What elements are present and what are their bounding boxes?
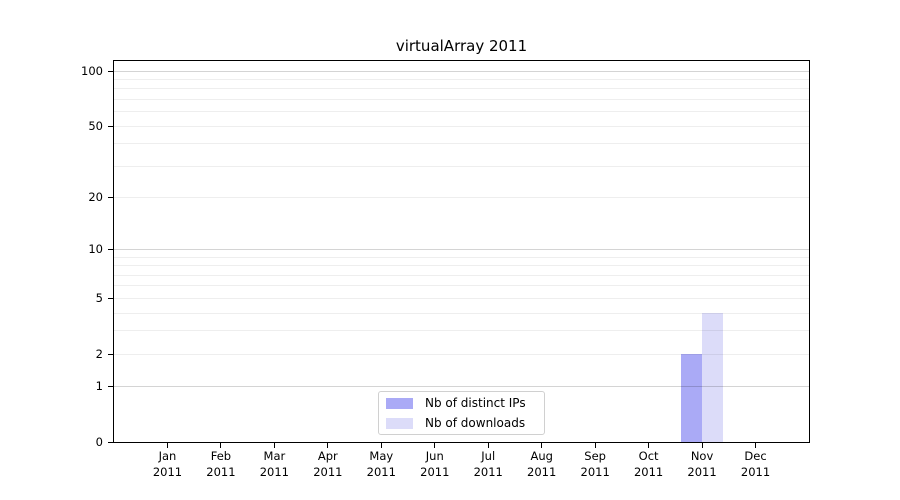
gridline-major xyxy=(114,249,809,251)
x-axis-tick xyxy=(380,443,382,448)
x-axis-month-label: Dec 2011 xyxy=(726,449,786,480)
x-label-month: Jun xyxy=(425,449,444,463)
x-label-month: Mar xyxy=(263,449,286,463)
x-label-year: 2011 xyxy=(473,464,503,479)
x-axis-tick xyxy=(755,443,757,448)
y-axis-tick xyxy=(108,197,113,199)
x-axis-month-label: Jul 2011 xyxy=(458,449,518,480)
gridline-minor xyxy=(114,353,809,355)
y-axis-tick xyxy=(108,297,113,299)
gridline-minor xyxy=(114,88,809,90)
gridline-minor xyxy=(114,265,809,267)
x-label-year: 2011 xyxy=(313,464,343,479)
x-label-year: 2011 xyxy=(259,464,290,479)
x-axis-month-label: Mar 2011 xyxy=(244,449,304,480)
x-label-month: Jul xyxy=(481,449,496,463)
x-label-year: 2011 xyxy=(633,464,664,479)
gridline-minor xyxy=(114,297,809,299)
gridline-minor xyxy=(114,330,809,332)
x-label-month: Jan xyxy=(158,449,177,463)
x-label-year: 2011 xyxy=(527,464,557,479)
x-axis-month-label: Jun 2011 xyxy=(405,449,465,480)
legend: Nb of distinct IPs Nb of downloads xyxy=(378,391,545,435)
x-label-month: Sep xyxy=(584,449,606,463)
x-axis-tick xyxy=(166,443,168,448)
x-axis-month-label: Sep 2011 xyxy=(565,449,625,480)
x-label-month: Feb xyxy=(210,449,232,463)
gridline-minor xyxy=(114,165,809,167)
legend-swatch-downloads xyxy=(386,417,413,429)
bar-downloads xyxy=(702,312,724,442)
x-label-year: 2011 xyxy=(420,464,450,479)
y-axis-tick xyxy=(108,125,113,127)
y-axis-tick-label: 2 xyxy=(95,346,103,361)
x-label-month: Nov xyxy=(690,449,714,463)
x-label-year: 2011 xyxy=(152,464,183,479)
gridline-minor xyxy=(114,274,809,276)
x-label-month: Apr xyxy=(317,449,338,463)
x-axis-tick xyxy=(648,443,650,448)
legend-label-downloads: Nb of downloads xyxy=(425,416,526,430)
y-axis-tick-label: 1 xyxy=(95,379,103,394)
x-axis-tick xyxy=(541,443,543,448)
gridline-minor xyxy=(114,125,809,127)
x-label-year: 2011 xyxy=(580,464,610,479)
y-axis-tick-label: 100 xyxy=(81,63,103,78)
x-axis-month-label: Jan 2011 xyxy=(137,449,197,480)
x-axis-month-label: Nov 2011 xyxy=(672,449,732,480)
x-label-month: May xyxy=(369,449,394,463)
x-axis-tick xyxy=(594,443,596,448)
gridline-minor xyxy=(114,99,809,101)
x-axis-tick xyxy=(327,443,329,448)
legend-label-distinct-ips: Nb of distinct IPs xyxy=(425,396,526,410)
x-axis-tick xyxy=(220,443,222,448)
x-label-year: 2011 xyxy=(206,464,236,479)
x-label-month: Aug xyxy=(530,449,553,463)
y-axis-tick-label: 0 xyxy=(95,435,103,449)
gridline-minor xyxy=(114,312,809,314)
x-axis-month-label: Apr 2011 xyxy=(298,449,358,480)
gridline-minor xyxy=(114,111,809,113)
x-axis-tick xyxy=(434,443,436,448)
x-label-month: Dec xyxy=(744,449,767,463)
gridline-major xyxy=(114,386,809,388)
x-label-month: Oct xyxy=(638,449,659,463)
gridline-minor xyxy=(114,197,809,199)
y-axis-tick xyxy=(108,70,113,72)
x-axis-tick xyxy=(487,443,489,448)
plot-area xyxy=(113,60,810,443)
y-axis-tick xyxy=(108,442,113,443)
x-axis-month-label: Aug 2011 xyxy=(512,449,572,480)
x-axis-month-label: May 2011 xyxy=(351,449,411,480)
chart-title: virtualArray 2011 xyxy=(395,37,528,55)
gridline-minor xyxy=(114,285,809,287)
x-axis-tick xyxy=(273,443,275,448)
gridline-minor xyxy=(114,79,809,81)
gridline-major xyxy=(114,70,809,72)
y-axis-tick-label: 20 xyxy=(88,190,103,205)
legend-item-distinct-ips: Nb of distinct IPs xyxy=(386,396,544,411)
legend-item-downloads: Nb of downloads xyxy=(386,416,544,431)
x-label-year: 2011 xyxy=(740,464,771,479)
legend-swatch-distinct-ips xyxy=(386,397,413,409)
y-axis-tick xyxy=(108,386,113,388)
y-axis-tick xyxy=(108,353,113,355)
x-label-year: 2011 xyxy=(687,464,717,479)
y-axis-tick xyxy=(108,249,113,251)
bar-distinct-ips xyxy=(681,353,703,442)
x-axis-tick xyxy=(701,443,703,448)
gridline-minor xyxy=(114,256,809,258)
y-axis-tick-label: 5 xyxy=(95,290,103,305)
y-axis-tick-label: 50 xyxy=(88,118,103,133)
gridline-minor xyxy=(114,143,809,145)
y-axis-tick-label: 10 xyxy=(88,242,103,257)
x-label-year: 2011 xyxy=(366,464,396,479)
x-axis-month-label: Feb 2011 xyxy=(191,449,251,480)
x-axis-month-label: Oct 2011 xyxy=(619,449,679,480)
